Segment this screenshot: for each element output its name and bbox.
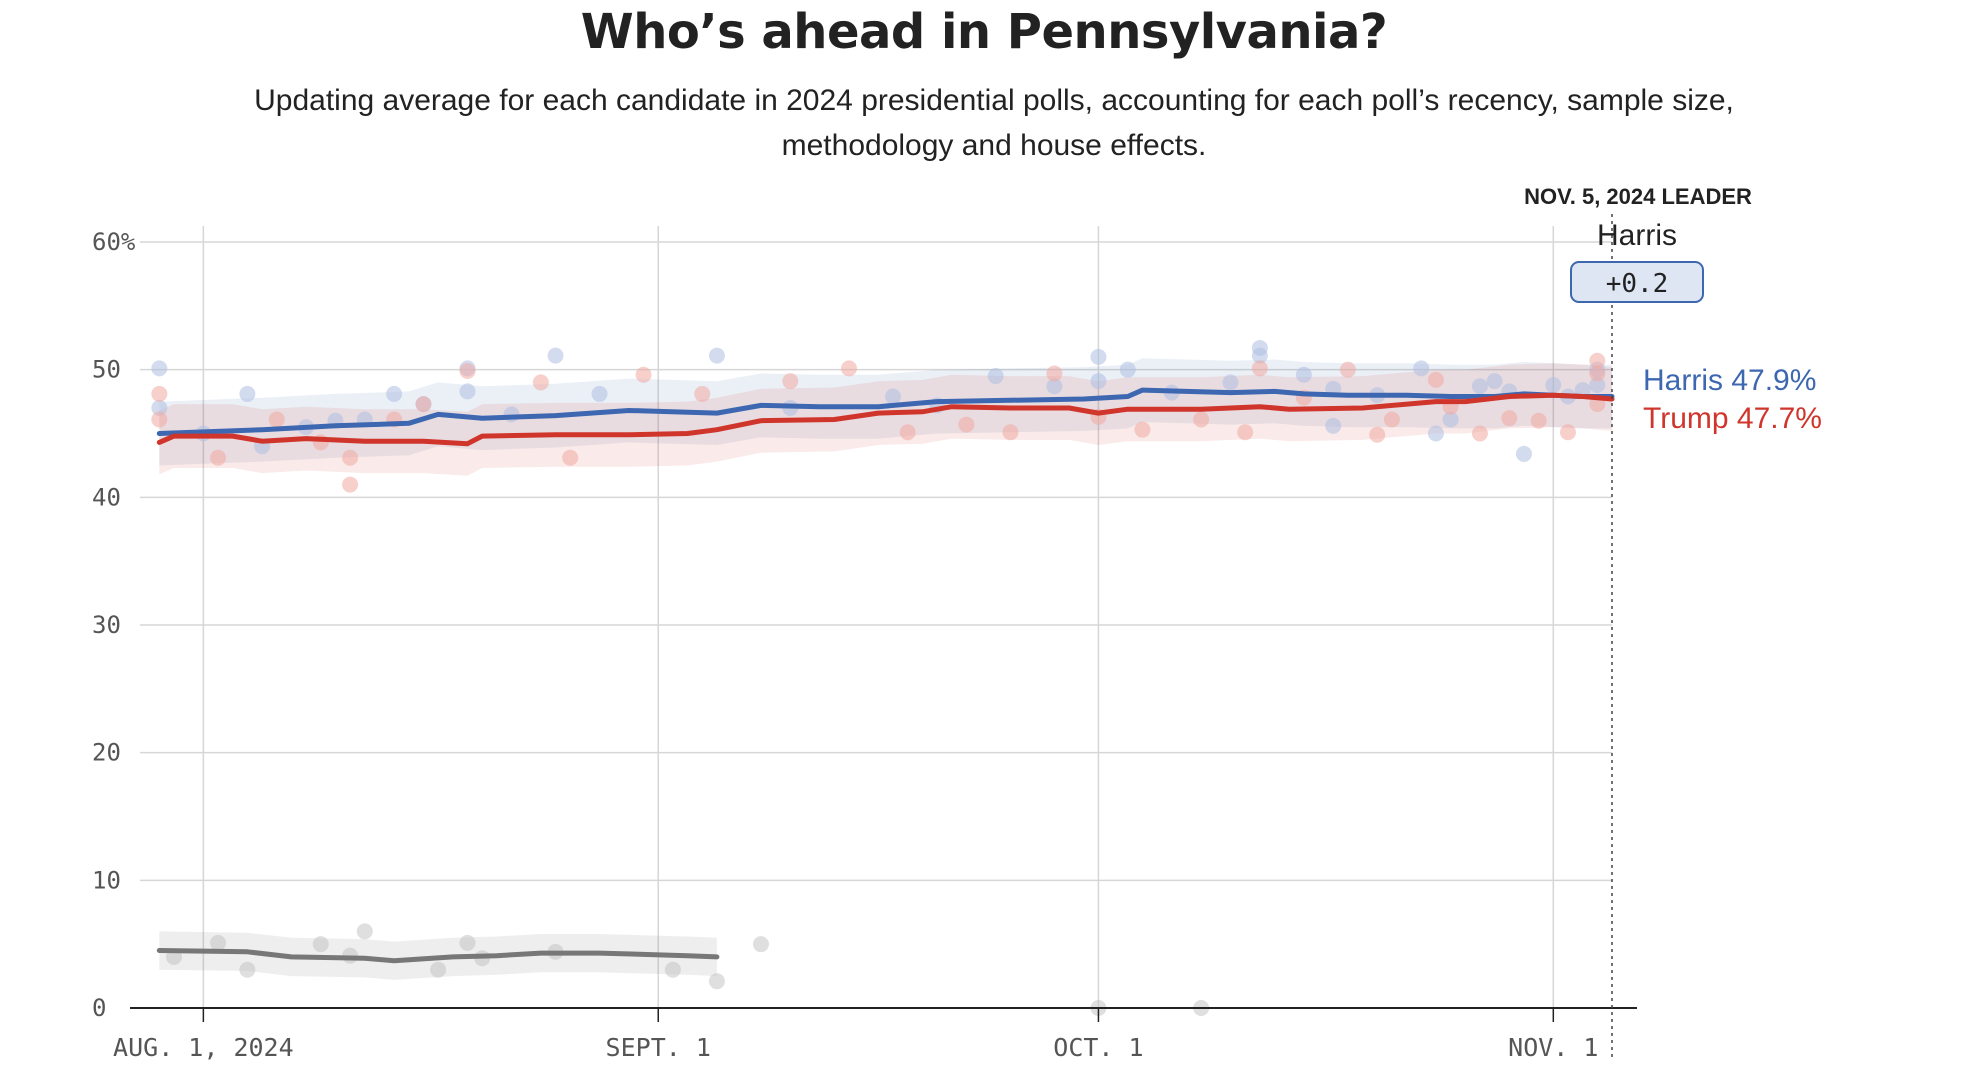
harris-poll-dot — [708, 347, 725, 364]
leader-name: Harris — [1597, 219, 1677, 252]
other-poll-dot — [664, 961, 681, 978]
trump-poll-dot — [1589, 365, 1606, 382]
harris-poll-dot — [885, 388, 902, 405]
trump-poll-dot — [459, 362, 476, 379]
trump-poll-dot — [415, 396, 432, 413]
y-tick-label: 60% — [92, 228, 136, 256]
other-poll-dot — [239, 961, 256, 978]
harris-poll-dot — [591, 385, 608, 402]
trump-poll-dot — [268, 411, 285, 428]
line-layer — [156, 387, 1615, 964]
harris-poll-dot — [239, 385, 256, 402]
trump-poll-dot — [1471, 425, 1488, 442]
x-tick-label: NOV. 1 — [1508, 1033, 1598, 1062]
trump-poll-dot — [1530, 412, 1547, 429]
trump-poll-dot — [958, 416, 975, 433]
harris-poll-dot — [151, 399, 168, 416]
trump-poll-dot — [694, 385, 711, 402]
y-tick-label: 50 — [92, 356, 121, 384]
other-average-line — [156, 948, 720, 964]
harris-poll-dot — [1545, 376, 1562, 393]
trump-poll-dot — [1251, 360, 1268, 377]
trump-poll-dot — [1383, 411, 1400, 428]
harris-poll-dot — [151, 360, 168, 377]
trump-poll-dot — [840, 360, 857, 377]
harris-poll-dot — [1046, 378, 1063, 395]
harris-poll-dot — [1427, 425, 1444, 442]
trump-poll-dot — [782, 373, 799, 390]
trump-poll-dot — [899, 424, 916, 441]
harris-poll-dot — [1515, 445, 1532, 462]
harris-poll-dot — [1090, 373, 1107, 390]
harris-end-label: Harris 47.9% — [1643, 364, 1816, 397]
harris-poll-dot — [547, 347, 564, 364]
y-tick-label: 40 — [92, 483, 121, 511]
trump-poll-dot — [1427, 371, 1444, 388]
harris-poll-dot — [1325, 417, 1342, 434]
y-tick-label: 30 — [92, 611, 121, 639]
band-layer — [159, 358, 1612, 980]
trump-poll-dot — [210, 449, 227, 466]
trump-poll-dot — [562, 449, 579, 466]
chart-title: Who’s ahead in Pennsylvania? — [580, 4, 1388, 60]
trump-poll-dot — [1134, 421, 1151, 438]
trump-poll-dot — [1589, 352, 1606, 369]
leader-margin: +0.2 — [1606, 269, 1669, 299]
x-tick-label: OCT. 1 — [1053, 1033, 1143, 1062]
trump-poll-dot — [342, 476, 359, 493]
other-poll-dot — [210, 934, 227, 951]
trump-poll-dot — [1002, 424, 1019, 441]
y-tick-label: 10 — [92, 866, 121, 894]
harris-poll-dot — [1471, 378, 1488, 395]
trump-poll-dot — [151, 411, 168, 428]
other-poll-dot — [752, 936, 769, 953]
harris-poll-dot — [1486, 373, 1503, 390]
x-tick-label: SEPT. 1 — [606, 1033, 711, 1062]
trump-poll-dot — [1501, 410, 1518, 427]
harris-poll-dot — [1119, 361, 1136, 378]
other-poll-dot — [430, 961, 447, 978]
harris-poll-dot — [503, 406, 520, 423]
other-poll-dot — [459, 934, 476, 951]
harris-poll-dot — [1413, 360, 1430, 377]
harris-poll-dot — [1090, 348, 1107, 365]
trump-poll-dot — [1237, 424, 1254, 441]
other-poll-dot — [356, 923, 373, 940]
leader-margin-badge — [1570, 261, 1704, 303]
trump-poll-dot — [635, 366, 652, 383]
harris-poll-dot — [1222, 374, 1239, 391]
harris-poll-dot — [987, 368, 1004, 385]
trump-poll-dot — [151, 385, 168, 402]
harris-poll-dot — [1442, 411, 1459, 428]
harris-poll-dot — [1295, 366, 1312, 383]
harris-poll-dot — [386, 385, 403, 402]
axis-layer: 0 10 20 30 40 50 60% AUG. 1, 2024 SEPT. 1 OCT. 1 N… — [92, 214, 1637, 1062]
harris-poll-dot — [1251, 347, 1268, 364]
harris-poll-dot — [1589, 376, 1606, 393]
leader-header: NOV. 5, 2024 LEADER — [1524, 184, 1752, 209]
trump-poll-dot — [1046, 365, 1063, 382]
grid-layer — [140, 226, 1612, 1008]
harris-poll-dot — [459, 383, 476, 400]
harris-average-line — [156, 387, 1615, 436]
trump-poll-dot — [1339, 361, 1356, 378]
trump-average-line — [156, 392, 1615, 447]
y-tick-label: 20 — [92, 739, 121, 767]
trump-poll-dot — [532, 374, 549, 391]
other-poll-dot — [312, 936, 329, 953]
trump-poll-dot — [1369, 426, 1386, 443]
other-poll-dot — [708, 973, 725, 990]
trump-end-label: Trump 47.7% — [1643, 402, 1822, 435]
trump-poll-dot — [342, 449, 359, 466]
y-tick-label: 0 — [92, 994, 106, 1022]
chart-subtitle: Updating average for each candidate in 2… — [254, 84, 1734, 162]
trump-poll-dot — [1559, 424, 1576, 441]
trump-poll-dot — [1193, 411, 1210, 428]
x-tick-label: AUG. 1, 2024 — [113, 1033, 294, 1062]
